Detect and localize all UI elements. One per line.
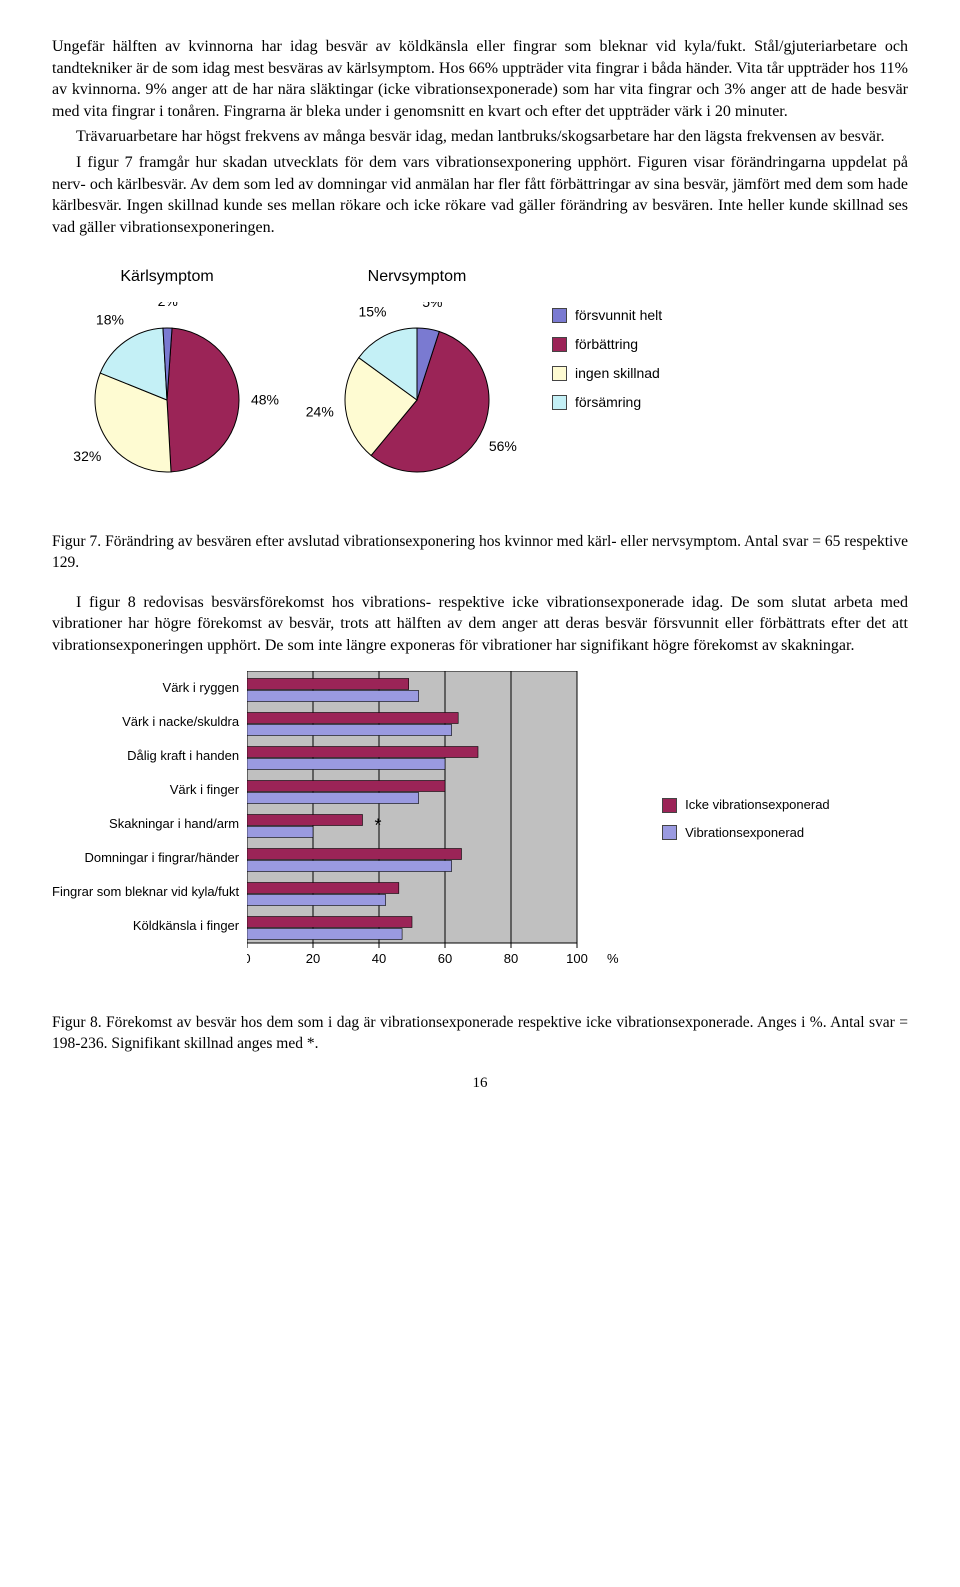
bar-category-label: Värk i ryggen — [52, 671, 239, 705]
barchart-plot: 0 20 40 60 80 100% * — [247, 671, 632, 978]
figure-7-caption: Figur 7. Förändring av besvären efter av… — [52, 532, 908, 574]
legend-label: förbättring — [575, 335, 638, 354]
bar-category-label: Värk i nacke/skuldra — [52, 705, 239, 739]
legend-label: Icke vibrationsexponerad — [685, 796, 830, 814]
figure-7-charts: Kärlsymptom 48% 32% 18% 2% Nervsymptom 56% 2… — [52, 266, 908, 492]
xtick-label: 0 — [247, 951, 251, 966]
page-number: 16 — [52, 1073, 908, 1093]
bar-vibr — [247, 826, 313, 837]
pie-slice-label: 48% — [251, 392, 279, 408]
bar-category-label: Köldkänsla i finger — [52, 909, 239, 943]
bar-legend-item-icke: Icke vibrationsexponerad — [662, 796, 830, 814]
bar-icke — [247, 814, 363, 825]
x-unit-label: % — [607, 951, 619, 966]
legend-swatch — [662, 825, 677, 840]
bar-icke — [247, 848, 462, 859]
bar-icke — [247, 916, 412, 927]
bar-vibr — [247, 860, 452, 871]
xtick-label: 40 — [372, 951, 386, 966]
barchart-y-labels: Värk i ryggenVärk i nacke/skuldraDålig k… — [52, 671, 247, 943]
pie-slice-forbattring — [167, 328, 239, 472]
legend-item-ingen_skillnad: ingen skillnad — [552, 364, 662, 383]
bar-vibr — [247, 690, 419, 701]
bar-vibr — [247, 894, 386, 905]
bar-vibr — [247, 758, 445, 769]
bar-icke — [247, 712, 458, 723]
legend-label: ingen skillnad — [575, 364, 660, 383]
legend-swatch — [552, 337, 567, 352]
legend-swatch — [552, 395, 567, 410]
paragraph-4: I figur 8 redovisas besvärsförekomst hos… — [52, 592, 908, 657]
paragraph-3: I figur 7 framgår hur skadan utvecklats … — [52, 152, 908, 238]
legend-swatch — [662, 798, 677, 813]
pie1-svg: 48% 32% 18% 2% — [52, 302, 282, 492]
pie-slice-label: 32% — [73, 448, 101, 464]
bar-icke — [247, 678, 409, 689]
bar-category-label: Domningar i fingrar/händer — [52, 841, 239, 875]
xtick-label: 60 — [438, 951, 452, 966]
figure-8-caption: Figur 8. Förekomst av besvär hos dem som… — [52, 1013, 908, 1055]
legend-item-forsvunnit_helt: försvunnit helt — [552, 306, 662, 325]
pie2-title: Nervsymptom — [368, 266, 467, 288]
legend-swatch — [552, 308, 567, 323]
pie-slice-label: 5% — [422, 302, 442, 310]
bar-vibr — [247, 928, 402, 939]
paragraph-2: Trävaruarbetare har högst frekvens av må… — [52, 126, 908, 148]
pie-slice-label: 56% — [489, 438, 517, 454]
bar-category-label: Skakningar i hand/arm — [52, 807, 239, 841]
legend-swatch — [552, 366, 567, 381]
legend-item-forsamring: försämring — [552, 393, 662, 412]
legend-label: försämring — [575, 393, 641, 412]
bar-vibr — [247, 792, 419, 803]
sig-mark: * — [375, 815, 382, 835]
pie-slice-label: 24% — [306, 403, 334, 419]
xtick-label: 100 — [566, 951, 588, 966]
bar-category-label: Dålig kraft i handen — [52, 739, 239, 773]
pie-slice-label: 2% — [158, 302, 178, 309]
paragraph-1: Ungefär hälften av kvinnorna har idag be… — [52, 36, 908, 122]
barchart-legend: Icke vibrationsexponerad Vibrationsexpone… — [662, 796, 830, 851]
bar-icke — [247, 882, 399, 893]
pie-legend: försvunnit helt förbättring ingen skillnad… — [552, 306, 662, 422]
bar-category-label: Värk i finger — [52, 773, 239, 807]
legend-label: försvunnit helt — [575, 306, 662, 325]
xtick-label: 20 — [306, 951, 320, 966]
bar-legend-item-vibr: Vibrationsexponerad — [662, 824, 830, 842]
bar-icke — [247, 746, 478, 757]
pie1-title: Kärlsymptom — [120, 266, 213, 288]
pie-nervsymptom: Nervsymptom 56% 24% 15% 5% — [302, 266, 532, 492]
bar-icke — [247, 780, 445, 791]
pie-slice-label: 15% — [358, 304, 386, 320]
xtick-label: 80 — [504, 951, 518, 966]
bar-vibr — [247, 724, 452, 735]
legend-label: Vibrationsexponerad — [685, 824, 804, 842]
figure-8-chart: Värk i ryggenVärk i nacke/skuldraDålig k… — [52, 671, 908, 978]
pie-karlsymptom: Kärlsymptom 48% 32% 18% 2% — [52, 266, 282, 492]
pie2-svg: 56% 24% 15% 5% — [302, 302, 532, 492]
pie-slice-label: 18% — [96, 311, 124, 327]
bar-svg: 0 20 40 60 80 100% * — [247, 671, 632, 971]
legend-item-forbattring: förbättring — [552, 335, 662, 354]
bar-category-label: Fingrar som bleknar vid kyla/fukt — [52, 875, 239, 909]
